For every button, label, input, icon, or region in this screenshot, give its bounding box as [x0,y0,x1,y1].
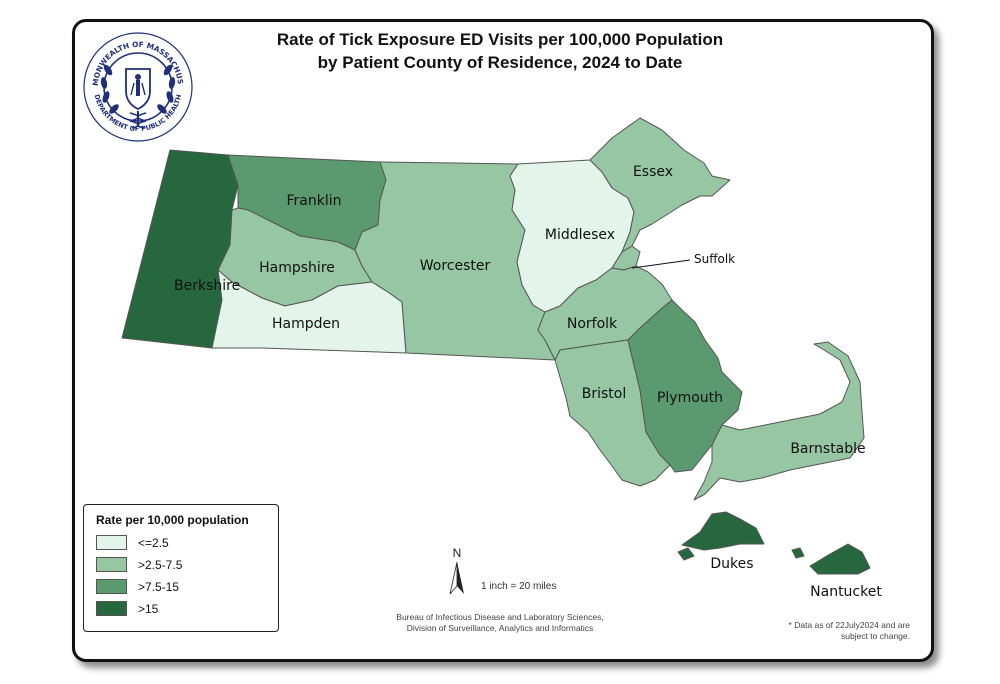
legend-label: >15 [138,602,159,616]
suffolk-leader-line [631,259,691,269]
legend-title: Rate per 10,000 population [96,513,249,527]
county-essex[interactable] [589,117,731,253]
county-plymouth[interactable] [627,299,743,473]
label-suffolk: Suffolk [694,252,735,266]
label-franklin: Franklin [286,193,341,209]
county-nantucket[interactable] [809,543,871,575]
legend-swatch [96,557,127,572]
data-note: * Data as of 22July2024 and are subject … [760,620,910,642]
label-bristol: Bristol [582,386,627,402]
credit-line2: Division of Surveillance, Analytics and … [406,623,594,633]
label-hampden: Hampden [272,316,340,332]
label-middlesex: Middlesex [545,227,615,243]
county-nantucket-island [791,547,805,559]
dph-seal-logo: COMMONWEALTH OF MASSACHUSETTS DEPARTMENT… [78,25,193,142]
county-bristol[interactable] [554,339,671,487]
map-title-line1: Rate of Tick Exposure ED Visits per 100,… [276,30,724,49]
legend-swatch [96,535,127,550]
county-barnstable[interactable] [693,341,865,501]
label-barnstable: Barnstable [790,441,865,457]
label-nantucket: Nantucket [810,584,882,600]
label-norfolk: Norfolk [567,316,618,332]
county-dukes-island [677,547,695,561]
label-dukes: Dukes [710,556,753,572]
label-worcester: Worcester [420,258,491,274]
note-line2: subject to change. [841,631,910,641]
credit-line1: Bureau of Infectious Disease and Laborat… [396,612,604,622]
north-arrow-icon: N [449,546,464,595]
legend-swatch [96,579,127,594]
map-title-line2: by Patient County of Residence, 2024 to … [317,53,683,72]
label-berkshire: Berkshire [174,278,240,294]
map-legend: Rate per 10,000 population <=2.5 >2.5-7.… [83,504,279,632]
label-plymouth: Plymouth [657,390,723,406]
legend-label: >7.5-15 [138,580,180,594]
county-dukes[interactable] [681,511,765,551]
legend-label: >2.5-7.5 [138,558,183,572]
north-label: N [453,546,462,560]
legend-swatch [96,601,127,616]
label-hampshire: Hampshire [259,260,335,276]
scale-text: 1 inch = 20 miles [481,581,557,592]
legend-label: <=2.5 [138,536,169,550]
note-line1: * Data as of 22July2024 and are [788,620,910,630]
credit-text: Bureau of Infectious Disease and Laborat… [380,612,620,634]
label-essex: Essex [633,164,673,180]
